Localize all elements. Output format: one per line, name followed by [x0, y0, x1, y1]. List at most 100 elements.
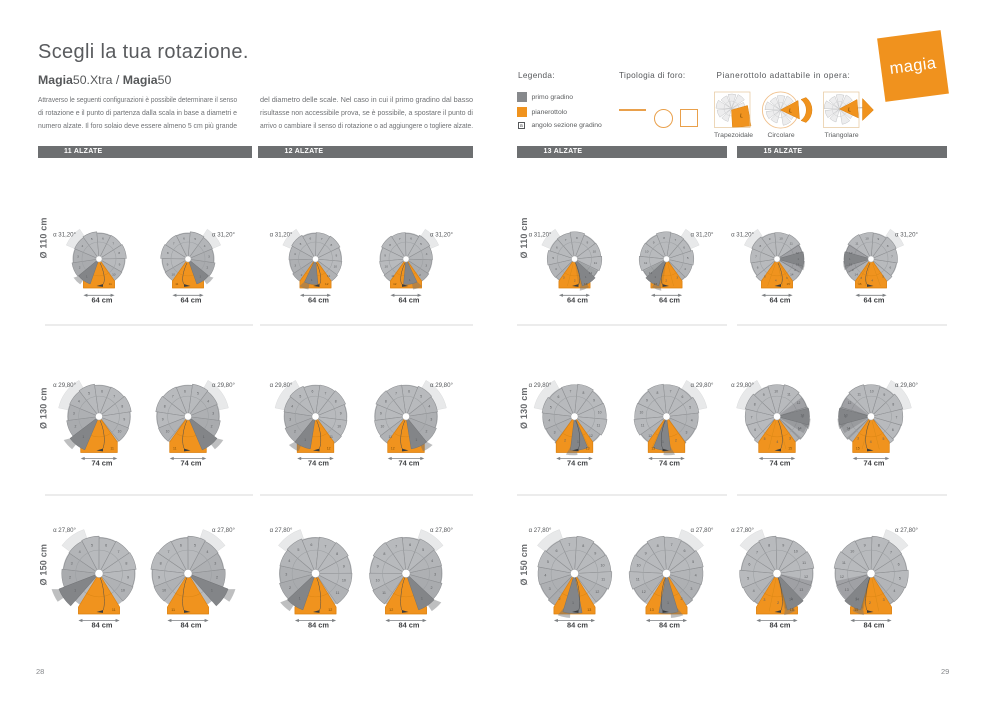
svg-text:12: 12	[589, 434, 593, 438]
svg-text:8: 8	[331, 243, 333, 247]
svg-text:1: 1	[86, 275, 88, 279]
svg-text:13: 13	[799, 588, 803, 592]
svg-text:2: 2	[419, 273, 421, 277]
svg-text:64 cm: 64 cm	[567, 296, 588, 305]
svg-text:7: 7	[167, 550, 169, 554]
svg-text:13: 13	[651, 446, 655, 450]
svg-text:12: 12	[797, 401, 801, 405]
svg-text:3: 3	[563, 275, 565, 279]
svg-text:64 cm: 64 cm	[92, 296, 113, 305]
svg-text:1: 1	[849, 257, 851, 261]
svg-text:74 cm: 74 cm	[770, 459, 791, 468]
svg-text:Ø 130 cm: Ø 130 cm	[519, 387, 529, 429]
svg-text:6: 6	[180, 544, 182, 548]
svg-text:1: 1	[409, 278, 411, 282]
svg-text:2: 2	[848, 427, 850, 431]
svg-text:9: 9	[158, 576, 160, 580]
svg-text:11: 11	[110, 446, 114, 450]
svg-text:4: 4	[870, 440, 872, 444]
svg-text:10: 10	[870, 389, 874, 393]
svg-text:8: 8	[657, 544, 659, 548]
svg-text:15: 15	[786, 282, 790, 286]
svg-text:2: 2	[794, 268, 796, 272]
svg-text:11: 11	[790, 241, 793, 245]
svg-text:84 cm: 84 cm	[770, 621, 791, 630]
svg-text:9: 9	[343, 565, 345, 569]
svg-text:α 27,80°: α 27,80°	[430, 527, 453, 534]
svg-text:84 cm: 84 cm	[864, 621, 885, 630]
svg-text:3: 3	[860, 276, 862, 280]
svg-text:15: 15	[854, 608, 858, 612]
svg-text:8: 8	[167, 251, 169, 255]
svg-text:6: 6	[748, 562, 750, 566]
svg-text:1: 1	[311, 278, 313, 282]
svg-text:4: 4	[79, 550, 81, 554]
svg-text:6: 6	[183, 236, 185, 240]
svg-text:8: 8	[389, 243, 391, 247]
svg-text:12: 12	[327, 446, 331, 450]
svg-text:Ø 110 cm: Ø 110 cm	[39, 217, 49, 258]
svg-text:74 cm: 74 cm	[659, 459, 680, 468]
svg-text:3: 3	[294, 264, 296, 268]
svg-text:5: 5	[747, 576, 749, 580]
svg-text:2: 2	[564, 438, 566, 442]
svg-text:8: 8	[657, 391, 659, 395]
svg-text:11: 11	[644, 261, 647, 265]
svg-text:α 29,80°: α 29,80°	[53, 382, 76, 389]
svg-text:2: 2	[777, 601, 779, 605]
svg-text:11: 11	[389, 435, 393, 439]
svg-text:9: 9	[883, 393, 885, 397]
svg-text:7: 7	[755, 255, 757, 259]
svg-text:2: 2	[430, 586, 432, 590]
svg-text:2: 2	[207, 266, 209, 270]
svg-text:2: 2	[680, 597, 682, 601]
svg-text:13: 13	[654, 282, 658, 286]
svg-text:7: 7	[173, 241, 175, 245]
svg-text:12: 12	[648, 434, 652, 438]
svg-text:8: 8	[754, 403, 756, 407]
svg-text:9: 9	[653, 240, 655, 244]
svg-text:α 27,80°: α 27,80°	[895, 527, 918, 534]
svg-text:4: 4	[555, 267, 557, 271]
svg-text:α 31,20°: α 31,20°	[212, 232, 235, 239]
svg-text:5: 5	[420, 242, 422, 246]
svg-text:13: 13	[845, 588, 849, 592]
svg-text:3: 3	[554, 431, 556, 435]
svg-text:α 29,80°: α 29,80°	[430, 382, 453, 389]
svg-text:2: 2	[216, 576, 218, 580]
svg-text:11: 11	[641, 423, 645, 427]
svg-text:1: 1	[572, 601, 574, 605]
svg-text:4: 4	[207, 399, 209, 403]
svg-text:5: 5	[91, 544, 93, 548]
svg-text:3: 3	[214, 562, 216, 566]
svg-text:84 cm: 84 cm	[659, 621, 680, 630]
svg-text:4: 4	[691, 419, 693, 423]
svg-text:6: 6	[898, 562, 900, 566]
svg-text:2: 2	[294, 430, 296, 434]
svg-text:10: 10	[774, 389, 778, 393]
svg-text:2: 2	[74, 424, 76, 428]
svg-text:10: 10	[645, 249, 649, 253]
svg-text:5: 5	[88, 391, 90, 395]
svg-text:7: 7	[113, 394, 115, 398]
svg-text:2: 2	[426, 430, 428, 434]
svg-text:8: 8	[383, 552, 385, 556]
svg-text:14: 14	[790, 272, 794, 276]
svg-text:12: 12	[595, 590, 599, 594]
svg-text:8: 8	[892, 403, 894, 407]
svg-text:8: 8	[335, 399, 337, 403]
svg-text:11: 11	[336, 591, 340, 595]
svg-text:7: 7	[395, 544, 397, 548]
svg-text:5: 5	[687, 256, 689, 260]
svg-text:7: 7	[671, 543, 673, 547]
svg-text:13: 13	[796, 262, 800, 266]
svg-text:4: 4	[893, 589, 895, 593]
svg-text:6: 6	[102, 236, 104, 240]
svg-text:74 cm: 74 cm	[567, 459, 588, 468]
svg-text:8: 8	[576, 236, 578, 240]
svg-text:4: 4	[684, 267, 686, 271]
svg-text:5: 5	[300, 242, 302, 246]
svg-text:2: 2	[558, 597, 560, 601]
svg-text:7: 7	[670, 390, 672, 394]
svg-text:5: 5	[194, 237, 196, 241]
